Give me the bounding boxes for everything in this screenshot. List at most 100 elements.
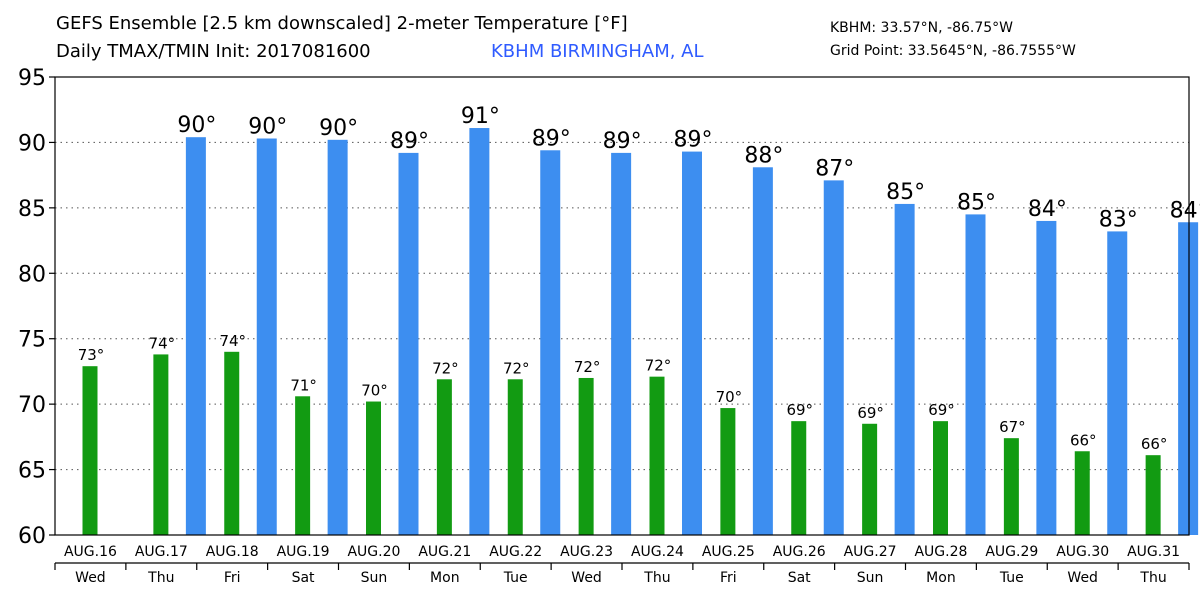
x-date-label: AUG.27 [844, 544, 897, 560]
tmax-value-label: 84° [1170, 198, 1200, 223]
tmin-bar [366, 401, 381, 535]
tmax-bar [682, 151, 702, 536]
x-date-label: AUG.16 [64, 544, 117, 560]
chart-title-line2: Daily TMAX/TMIN Init: 2017081600 [56, 41, 371, 62]
x-weekday-label: Fri [720, 570, 737, 586]
x-weekday-label: Thu [643, 570, 670, 586]
x-axis: AUG.16 Wed AUG.17 Thu AUG.18 Fri AUG.19 Sat AUG.… [54, 544, 1190, 586]
tmin-value-label: 69° [857, 404, 884, 422]
tmax-value-label: 91° [461, 104, 500, 129]
bars [82, 128, 1199, 536]
tmax-bar [1107, 231, 1128, 535]
tmax-value-label: 84° [1028, 197, 1067, 222]
tmin-bar [436, 379, 452, 535]
tmin-value-label: 66° [1070, 431, 1097, 449]
x-date-label: AUG.24 [631, 544, 684, 560]
tmin-value-label: 67° [999, 418, 1026, 436]
tmax-bar [327, 139, 348, 535]
tmin-bar [720, 408, 736, 535]
tmax-bar [611, 152, 632, 535]
tmin-value-label: 70° [361, 382, 388, 400]
tmin-bar [862, 423, 878, 535]
tmin-value-label: 69° [786, 401, 813, 419]
bar-value-labels: 73° 74° 90° 74° 90° 71° 90° 70° 89° 72° 91° 72° 89° 7… [78, 104, 1200, 453]
x-weekday-label: Tue [503, 570, 528, 586]
tmax-bar [1036, 220, 1057, 535]
x-date-label: AUG.28 [914, 544, 967, 560]
tmin-bar [1074, 451, 1090, 535]
tmax-value-label: 89° [603, 129, 642, 154]
tmin-bar [507, 379, 523, 535]
tmax-value-label: 87° [815, 156, 854, 181]
tmax-bar [185, 137, 206, 536]
x-date-label: AUG.22 [489, 544, 542, 560]
tmax-value-label: 90° [177, 113, 216, 138]
x-weekday-label: Sat [788, 570, 811, 586]
x-date-label: AUG.23 [560, 544, 613, 560]
plot-frame [54, 76, 1190, 536]
tmin-value-label: 74° [219, 332, 246, 350]
tmin-value-label: 72° [574, 358, 601, 376]
tmax-bar [256, 138, 277, 535]
x-date-label: AUG.19 [277, 544, 330, 560]
tmin-value-label: 73° [78, 346, 105, 364]
tmax-bar [752, 167, 773, 535]
y-tick-label: 95 [18, 66, 46, 91]
tmin-bar [933, 421, 948, 535]
tmin-bar [224, 351, 240, 535]
y-tick-label: 65 [18, 459, 46, 484]
tmax-bar [1178, 222, 1199, 535]
grid-point-coordinates: Grid Point: 33.5645°N, -86.7555°W [830, 43, 1076, 59]
tmin-value-label: 66° [1141, 435, 1168, 453]
tmin-bar [578, 377, 594, 535]
tmin-value-label: 72° [503, 359, 530, 377]
tmin-value-label: 69° [928, 401, 955, 419]
tmax-value-label: 83° [1099, 207, 1138, 232]
tmax-value-label: 90° [248, 115, 287, 140]
x-weekday-label: Sat [292, 570, 315, 586]
tmin-bar [1145, 455, 1161, 535]
tmax-value-label: 89° [674, 128, 713, 153]
tmax-bar [469, 128, 490, 535]
x-date-label: AUG.20 [347, 544, 400, 560]
y-tick-label: 70 [18, 393, 46, 418]
tmin-bar [82, 366, 98, 535]
y-axis: 60 65 70 75 80 85 90 95 [18, 66, 55, 549]
tmin-bar [649, 376, 665, 535]
tmax-bar [965, 214, 986, 535]
x-date-label: AUG.21 [418, 544, 471, 560]
x-weekday-label: Sun [857, 570, 884, 586]
tmin-value-label: 72° [432, 359, 459, 377]
x-weekday-label: Wed [75, 570, 106, 586]
y-tick-label: 85 [18, 197, 46, 222]
x-date-label: AUG.26 [773, 544, 826, 560]
x-weekday-label: Wed [571, 570, 602, 586]
x-weekday-label: Sun [361, 570, 388, 586]
x-weekday-label: Mon [926, 570, 956, 586]
x-date-label: AUG.31 [1127, 544, 1180, 560]
x-weekday-label: Fri [224, 570, 241, 586]
tmax-value-label: 85° [957, 190, 996, 215]
station-name: KBHM BIRMINGHAM, AL [491, 41, 704, 62]
tmax-bar [823, 180, 844, 535]
x-weekday-label: Thu [1139, 570, 1166, 586]
y-tick-label: 80 [18, 262, 46, 287]
tmax-value-label: 85° [886, 180, 925, 205]
x-date-label: AUG.29 [985, 544, 1038, 560]
y-tick-label: 75 [18, 328, 46, 353]
tmin-value-label: 71° [290, 376, 317, 394]
tmax-bar [894, 203, 915, 535]
tmin-bar [153, 354, 169, 535]
tmax-value-label: 88° [744, 143, 783, 168]
station-coordinates: KBHM: 33.57°N, -86.75°W [830, 20, 1013, 36]
x-weekday-label: Mon [430, 570, 460, 586]
tmin-bar [1003, 438, 1019, 535]
x-date-label: AUG.25 [702, 544, 755, 560]
tmin-value-label: 74° [149, 334, 176, 352]
x-date-label: AUG.18 [206, 544, 259, 560]
tmax-value-label: 89° [532, 126, 571, 151]
tmax-bar [398, 152, 419, 535]
tmin-value-label: 72° [645, 357, 672, 375]
x-date-label: AUG.17 [135, 544, 188, 560]
